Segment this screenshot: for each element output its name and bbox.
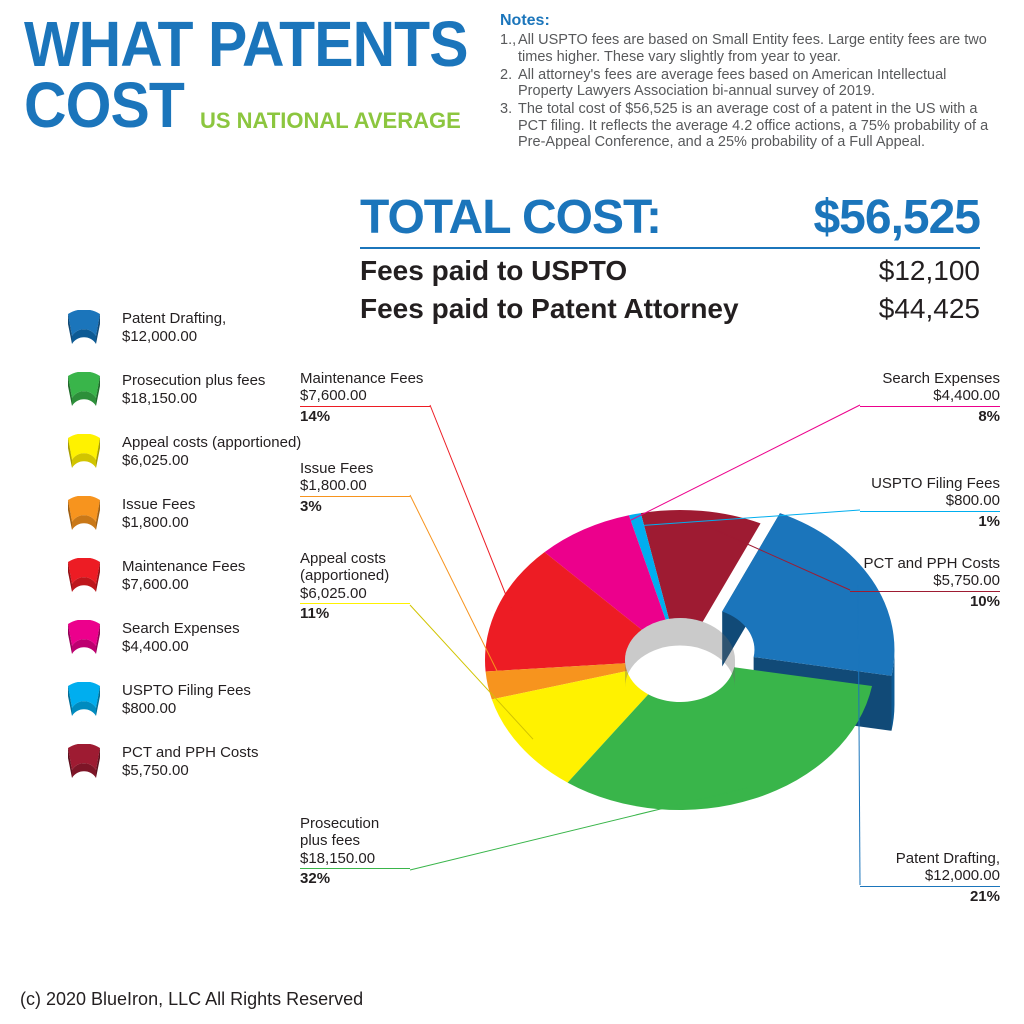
legend-item: Patent Drafting,$12,000.00: [60, 310, 320, 354]
legend: Patent Drafting,$12,000.00 Prosecution p…: [60, 310, 320, 806]
label-appeal: Appeal costs(apportioned) $6,025.00 11%: [300, 550, 410, 622]
pie-chart: Maintenance Fees $7,600.00 14% Issue Fee…: [300, 360, 1020, 970]
legend-swatch: [60, 372, 108, 416]
legend-label: Prosecution plus fees$18,150.00: [122, 372, 265, 408]
label-pct-pph: PCT and PPH Costs $5,750.00 10%: [850, 555, 1000, 610]
total-label: TOTAL COST:: [360, 190, 661, 245]
label-maintenance: Maintenance Fees $7,600.00 14%: [300, 370, 430, 425]
note-item: 3.The total cost of $56,525 is an averag…: [518, 101, 1000, 151]
label-issue: Issue Fees $1,800.00 3%: [300, 460, 410, 515]
legend-swatch: [60, 434, 108, 478]
total-value: $56,525: [813, 190, 980, 245]
legend-label: USPTO Filing Fees$800.00: [122, 682, 251, 718]
label-prosecution: Prosecutionplus fees $18,150.00 32%: [300, 815, 410, 887]
notes-list: 1.,All USPTO fees are based on Small Ent…: [500, 32, 1000, 151]
fees-attorney-label: Fees paid to Patent Attorney: [360, 293, 739, 325]
label-patent-drafting: Patent Drafting, $12,000.00 21%: [860, 850, 1000, 905]
legend-label: Appeal costs (apportioned)$6,025.00: [122, 434, 301, 470]
label-search: Search Expenses $4,400.00 8%: [860, 370, 1000, 425]
total-block: TOTAL COST: $56,525 Fees paid to USPTO $…: [360, 190, 980, 325]
total-row: TOTAL COST: $56,525: [360, 190, 980, 249]
fees-uspto-value: $12,100: [879, 255, 980, 287]
legend-swatch: [60, 744, 108, 788]
legend-label: PCT and PPH Costs$5,750.00: [122, 744, 258, 780]
main-title-line1: WHAT PATENTS: [24, 14, 468, 75]
legend-item: Prosecution plus fees$18,150.00: [60, 372, 320, 416]
legend-label: Search Expenses$4,400.00: [122, 620, 240, 656]
legend-item: Search Expenses$4,400.00: [60, 620, 320, 664]
legend-swatch: [60, 558, 108, 602]
note-item: 1.,All USPTO fees are based on Small Ent…: [518, 32, 1000, 65]
legend-item: PCT and PPH Costs$5,750.00: [60, 744, 320, 788]
subtitle: US NATIONAL AVERAGE: [200, 108, 461, 134]
fees-attorney-value: $44,425: [879, 293, 980, 325]
legend-item: Appeal costs (apportioned)$6,025.00: [60, 434, 320, 478]
legend-swatch: [60, 310, 108, 354]
legend-label: Issue Fees$1,800.00: [122, 496, 195, 532]
legend-swatch: [60, 620, 108, 664]
label-uspto-filing: USPTO Filing Fees $800.00 1%: [860, 475, 1000, 530]
note-item: 2.All attorney's fees are average fees b…: [518, 67, 1000, 100]
copyright: (c) 2020 BlueIron, LLC All Rights Reserv…: [20, 989, 363, 1010]
legend-label: Maintenance Fees$7,600.00: [122, 558, 245, 594]
notes-title: Notes:: [500, 12, 1000, 30]
fees-row: Fees paid to USPTO $12,100: [360, 255, 980, 287]
legend-item: USPTO Filing Fees$800.00: [60, 682, 320, 726]
legend-item: Issue Fees$1,800.00: [60, 496, 320, 540]
legend-item: Maintenance Fees$7,600.00: [60, 558, 320, 602]
fees-uspto-label: Fees paid to USPTO: [360, 255, 627, 287]
legend-swatch: [60, 682, 108, 726]
legend-swatch: [60, 496, 108, 540]
legend-label: Patent Drafting,$12,000.00: [122, 310, 226, 346]
fees-row: Fees paid to Patent Attorney $44,425: [360, 293, 980, 325]
notes-block: Notes: 1.,All USPTO fees are based on Sm…: [500, 12, 1000, 152]
